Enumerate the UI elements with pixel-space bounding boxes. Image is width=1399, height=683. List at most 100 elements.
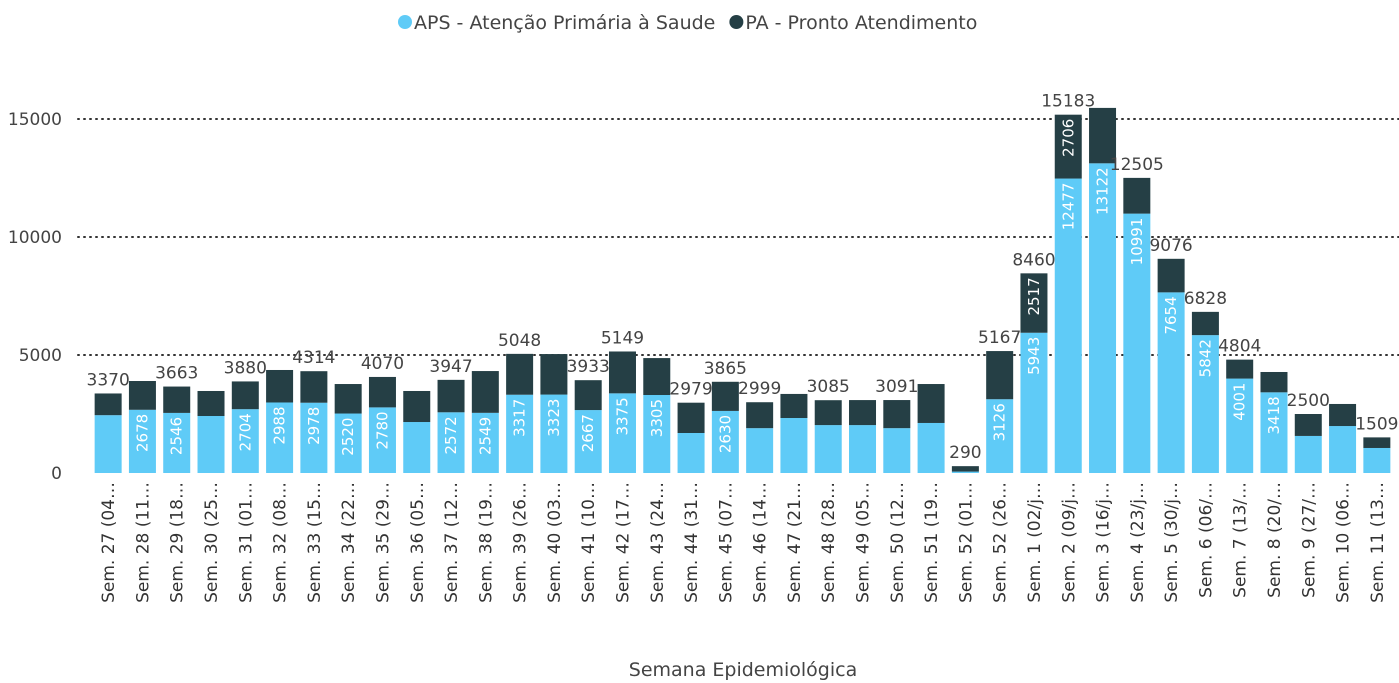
bar-segment <box>1123 177 1151 214</box>
value-label: 12477 <box>1059 183 1077 231</box>
x-tick-label: Sem. 52 (01… <box>956 482 976 603</box>
value-label: 2678 <box>133 414 151 452</box>
bar-segment <box>128 381 156 410</box>
bar-segment <box>883 428 911 473</box>
bar-segment <box>1054 178 1082 474</box>
bar-segment <box>231 381 259 410</box>
bar-segment <box>746 402 774 429</box>
bar-segment <box>1226 378 1254 473</box>
bar-segment <box>849 400 877 426</box>
value-label: 2780 <box>373 411 391 449</box>
total-label: 5167 <box>978 328 1021 348</box>
x-tick-label: Sem. 34 (22… <box>339 482 359 603</box>
x-tick-label: Sem. 38 (19… <box>476 482 496 603</box>
bar-segment <box>231 409 259 473</box>
bar-segment <box>506 353 534 395</box>
value-label: 2706 <box>1059 119 1077 157</box>
bar-segment <box>1123 213 1151 473</box>
bar-segment <box>94 415 122 473</box>
bar-segment <box>677 402 705 433</box>
x-tick-label: Sem. 36 (05… <box>408 482 428 603</box>
bar-segment <box>951 466 979 472</box>
bar-segment <box>506 394 534 473</box>
total-label: 1509 <box>1355 414 1398 434</box>
bar-segment <box>711 381 739 411</box>
value-label: 3323 <box>545 399 563 437</box>
x-tick-label: Sem. 29 (18… <box>168 482 188 603</box>
bar-segment <box>197 390 225 417</box>
bar-segment <box>574 380 602 411</box>
legend-marker <box>398 15 412 29</box>
bar-segment <box>437 379 465 413</box>
legend-label: PA - Pronto Atendimento <box>745 12 977 34</box>
bar-segment <box>300 402 328 473</box>
x-tick-label: Sem. 7 (13/… <box>1231 482 1251 598</box>
total-label: 6828 <box>1184 289 1227 309</box>
bar-segment <box>1020 273 1048 333</box>
bar-segment <box>1089 163 1117 473</box>
total-label: 3091 <box>875 377 918 397</box>
y-tick-label: 15000 <box>8 110 62 130</box>
bar-segment <box>1260 371 1288 393</box>
total-label: 2999 <box>738 379 781 399</box>
bar-segment <box>917 422 945 473</box>
x-tick-label: Sem. 30 (25… <box>202 482 222 603</box>
total-label: 4804 <box>1218 337 1261 357</box>
x-tick-label: Sem. 32 (08… <box>271 482 291 603</box>
total-label: 5048 <box>498 331 541 351</box>
total-label: 12505 <box>1110 155 1164 175</box>
bar-segment <box>1089 107 1117 164</box>
x-tick-label: Sem. 46 (14… <box>751 482 771 603</box>
x-tick-label: Sem. 4 (23/j… <box>1128 482 1148 603</box>
x-tick-label: Sem. 52 (26… <box>991 482 1011 603</box>
bar-segment <box>403 390 431 423</box>
value-label: 13122 <box>1094 167 1112 215</box>
value-label: 3375 <box>613 397 631 435</box>
total-label: 4314 <box>292 348 335 368</box>
total-label: 2979 <box>669 380 712 400</box>
x-tick-label: Sem. 9 (27/… <box>1299 482 1319 598</box>
value-label: 2978 <box>305 407 323 445</box>
value-label: 10991 <box>1128 218 1146 266</box>
bar-segment <box>643 395 671 473</box>
total-label: 3085 <box>807 377 850 397</box>
x-tick-label: Sem. 31 (01… <box>236 482 256 603</box>
bar-segment <box>300 371 328 403</box>
bar-segment <box>334 384 362 414</box>
y-tick-label: 10000 <box>8 228 62 248</box>
bar-segment <box>643 358 671 396</box>
bar-segment <box>1363 437 1391 448</box>
bar-segment <box>849 425 877 473</box>
bar-segment <box>746 428 774 473</box>
value-label: 3418 <box>1265 396 1283 434</box>
bar-segment <box>1020 332 1048 473</box>
bar-segment <box>574 410 602 473</box>
bar-segment <box>163 412 191 473</box>
bar-segment <box>1294 435 1322 473</box>
x-tick-label: Sem. 27 (04… <box>99 482 119 603</box>
x-tick-label: Sem. 33 (15… <box>305 482 325 603</box>
total-label: 4070 <box>361 354 404 374</box>
x-tick-label: Sem. 5 (30/j… <box>1162 482 1182 603</box>
total-label: 3933 <box>567 357 610 377</box>
bar-segment <box>540 354 568 395</box>
bar-segment <box>128 409 156 473</box>
bar-segment <box>1157 292 1185 473</box>
x-tick-label: Sem. 3 (16/j… <box>1094 482 1114 603</box>
bar-segment <box>1157 258 1185 293</box>
total-label: 2500 <box>1287 391 1330 411</box>
value-label: 3126 <box>991 403 1009 441</box>
value-label: 3317 <box>511 399 529 437</box>
x-tick-label: Sem. 49 (05… <box>854 482 874 603</box>
x-tick-label: Sem. 28 (11… <box>133 482 153 603</box>
bar-segment <box>883 400 911 429</box>
bar-segment <box>1294 414 1322 436</box>
x-tick-label: Sem. 10 (06… <box>1334 482 1354 603</box>
bar-segment <box>197 416 225 473</box>
x-tick-label: Sem. 47 (21… <box>785 482 805 603</box>
value-label: 7654 <box>1162 296 1180 334</box>
x-tick-label: Sem. 1 (02/j… <box>1025 482 1045 603</box>
value-label: 5842 <box>1196 339 1214 377</box>
bar-segment <box>814 400 842 426</box>
